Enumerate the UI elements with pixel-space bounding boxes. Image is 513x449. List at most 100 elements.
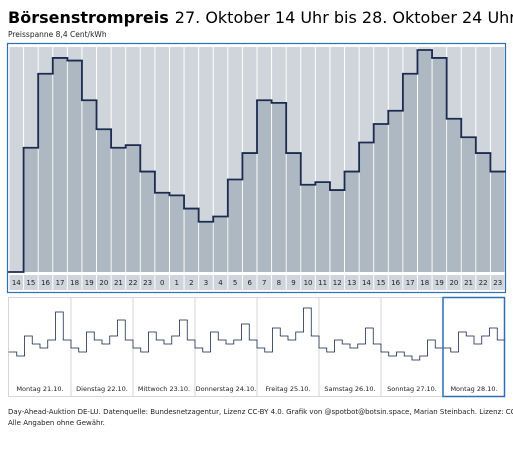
hour-column-fill	[169, 195, 184, 272]
day-label: Montag 21.10.	[16, 385, 63, 393]
x-tick-cell	[359, 275, 374, 290]
hour-column-fill	[53, 57, 67, 272]
x-tick-label: 9	[291, 279, 295, 287]
x-tick-label: 22	[479, 279, 488, 287]
hour-column-fill	[490, 171, 505, 272]
x-tick-label: 20	[99, 279, 108, 287]
x-tick-cell	[242, 275, 257, 290]
x-tick-label: 19	[435, 279, 444, 287]
hour-column	[9, 47, 24, 272]
x-tick-cell	[432, 275, 447, 290]
hour-column-fill	[38, 73, 53, 273]
hour-column-fill	[403, 73, 417, 273]
step-connectors	[22, 50, 492, 272]
x-tick-cell	[345, 275, 359, 290]
x-tick-cell	[24, 275, 38, 290]
x-tick-label: 11	[318, 279, 327, 287]
hour-column-fill	[315, 182, 330, 272]
x-tick-cell	[403, 275, 417, 290]
x-tick-label: 5	[233, 279, 237, 287]
x-tick-cell	[213, 275, 228, 290]
x-tick-label: 18	[70, 279, 79, 287]
hour-column-fill	[272, 102, 286, 272]
x-tick-label: 23	[493, 279, 502, 287]
hour-column-fill	[257, 100, 272, 272]
hour-column-fill	[447, 118, 461, 272]
x-tick-label: 12	[333, 279, 342, 287]
x-tick-label: 23	[143, 279, 152, 287]
overview-frame	[8, 297, 505, 397]
x-tick-cell	[9, 275, 24, 290]
hour-column-fill	[97, 129, 111, 272]
x-tick-cell	[388, 275, 403, 290]
chart-title-line: Börsenstrompreis 27. Oktober 14 Uhr bis 2…	[8, 8, 513, 27]
x-tick-cell	[184, 275, 199, 290]
x-tick-cell	[67, 275, 82, 290]
x-tick-label: 20	[449, 279, 458, 287]
hour-column-fill	[286, 153, 301, 272]
x-tick-label: 3	[204, 279, 208, 287]
x-tick-cell	[155, 275, 169, 290]
x-tick-label: 16	[41, 279, 50, 287]
hour-column-fill	[359, 142, 374, 272]
x-tick-cell	[126, 275, 140, 290]
x-tick-label: 2	[189, 279, 193, 287]
x-tick-label: 18	[420, 279, 429, 287]
x-tick-cell	[490, 275, 505, 290]
step-connectors	[16, 308, 498, 360]
hour-column-fill	[213, 216, 228, 272]
x-tick-cell	[330, 275, 345, 290]
x-tick-cell	[111, 275, 126, 290]
x-tick-cell	[257, 275, 272, 290]
x-tick-cell	[228, 275, 242, 290]
x-tick-cell	[447, 275, 461, 290]
footer-line: Alle Angaben ohne Gewähr.	[8, 419, 105, 427]
hour-column-fill	[82, 100, 97, 272]
hour-column	[199, 47, 213, 272]
x-tick-label: 10	[304, 279, 313, 287]
hour-column-fill	[228, 179, 242, 272]
x-tick-cell	[315, 275, 330, 290]
chart-subtitle: Preisspanne 8,4 Cent/kWh	[8, 30, 107, 39]
x-tick-label: 4	[218, 279, 223, 287]
hour-column-fill	[67, 60, 82, 273]
x-tick-label: 0	[160, 279, 164, 287]
selected-day	[442, 296, 506, 398]
hour-column-fill	[374, 124, 388, 272]
hour-column-fill	[388, 110, 403, 273]
x-tick-cell	[82, 275, 97, 290]
x-tick-cell	[417, 275, 432, 290]
hour-column-fill	[184, 208, 199, 272]
x-tick-label: 16	[391, 279, 400, 287]
hour-column-fill	[126, 145, 140, 272]
day-label: Montag 28.10.	[450, 385, 497, 393]
hour-column-fill	[345, 171, 359, 272]
hour-column-fill	[242, 153, 257, 272]
hour-column-fill	[24, 147, 38, 272]
x-tick-label: 14	[12, 279, 21, 287]
x-tick-cell	[272, 275, 286, 290]
x-tick-label: 6	[247, 279, 252, 287]
x-tick-label: 17	[406, 279, 415, 287]
hour-column-fill	[301, 184, 315, 272]
day-label: Sonntag 27.10.	[387, 385, 437, 393]
day-label: Donnerstag 24.10.	[196, 385, 257, 393]
x-tick-label: 1	[175, 279, 179, 287]
hour-column-fill	[199, 221, 213, 272]
x-tick-label: 7	[262, 279, 266, 287]
x-tick-label: 15	[26, 279, 35, 287]
x-tick-label: 21	[114, 279, 123, 287]
chart-title-range: 27. Oktober 14 Uhr bis 28. Oktober 24 Uh…	[175, 8, 513, 27]
x-tick-cell	[38, 275, 53, 290]
x-tick-label: 22	[129, 279, 138, 287]
x-tick-cell	[53, 275, 67, 290]
x-tick-cell	[140, 275, 155, 290]
hour-column-fill	[111, 147, 126, 272]
day-label: Dienstag 22.10.	[76, 385, 128, 393]
x-tick-cell	[169, 275, 184, 290]
x-tick-cell	[476, 275, 490, 290]
footer-line: Day-Ahead-Auktion DE-LU. Datenquelle: Bu…	[8, 408, 513, 416]
x-tick-cell	[461, 275, 476, 290]
